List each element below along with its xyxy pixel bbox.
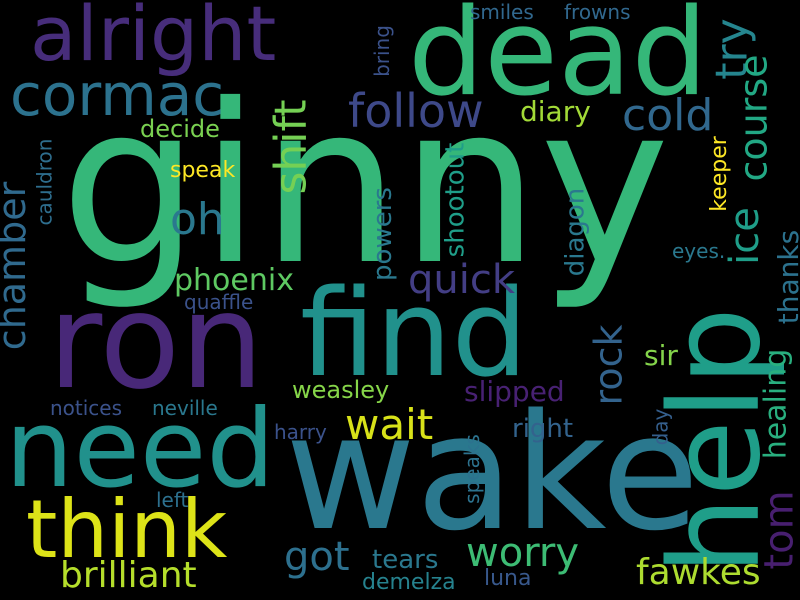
word-diary: diary [520, 95, 591, 128]
word-phoenix: phoenix [174, 263, 294, 298]
word-dead: dead [408, 0, 708, 123]
word-ginny: ginny [60, 57, 670, 313]
word-think: think [26, 483, 228, 576]
word-left: left [156, 488, 189, 512]
word-cold: cold [622, 90, 714, 141]
word-harry: harry [274, 420, 327, 444]
word-course: course [731, 54, 776, 182]
word-got: got [284, 534, 350, 580]
word-worry: worry [466, 530, 580, 576]
word-demelza: demelza [362, 570, 456, 595]
word-brilliant: brilliant [60, 555, 197, 596]
word-neville: neville [152, 396, 218, 420]
word-right: right [512, 414, 574, 444]
word-chamber: chamber [0, 181, 35, 351]
word-thanks: thanks [772, 229, 800, 325]
word-follow: follow [348, 84, 484, 138]
word-cauldron: cauldron [32, 138, 57, 226]
word-shootout: shootout [440, 142, 471, 258]
word-luna: luna [484, 566, 532, 591]
word-ron: ron [48, 265, 264, 419]
word-powers: powers [367, 187, 398, 281]
word-wake: wake [285, 379, 700, 566]
word-quaffle: quaffle [184, 290, 254, 314]
word-ice: ice [721, 207, 768, 265]
word-tom: tom [756, 490, 800, 570]
word-cormac: cormac [10, 61, 225, 129]
word-wait: wait [345, 400, 434, 449]
word-sir: sir [644, 339, 678, 372]
word-need: need [5, 387, 275, 512]
word-speak: speak [170, 158, 236, 183]
word-alright: alright [30, 0, 277, 78]
word-fawkes: fawkes [636, 552, 761, 593]
word-tears: tears [372, 545, 439, 575]
word-rock: rock [586, 324, 631, 406]
word-healing: healing [758, 348, 794, 460]
word-keeper: keeper [706, 136, 732, 212]
word-bring: bring [369, 25, 394, 77]
word-day: day [648, 408, 673, 446]
word-oh: oh [170, 194, 225, 245]
word-slipped: slipped [464, 375, 565, 408]
word-quick: quick [408, 257, 516, 303]
word-speaks: speaks [459, 434, 484, 504]
word-frowns: frowns [564, 0, 631, 24]
word-diagon: diagon [560, 187, 591, 277]
word-find: find [300, 265, 528, 404]
word-smiles: smiles [470, 0, 534, 24]
word-shift: shift [265, 99, 317, 195]
word-eyes: eyes. [672, 239, 726, 263]
word-notices: notices [50, 396, 123, 420]
word-decide: decide [140, 115, 220, 143]
word-weasley: weasley [292, 376, 390, 404]
